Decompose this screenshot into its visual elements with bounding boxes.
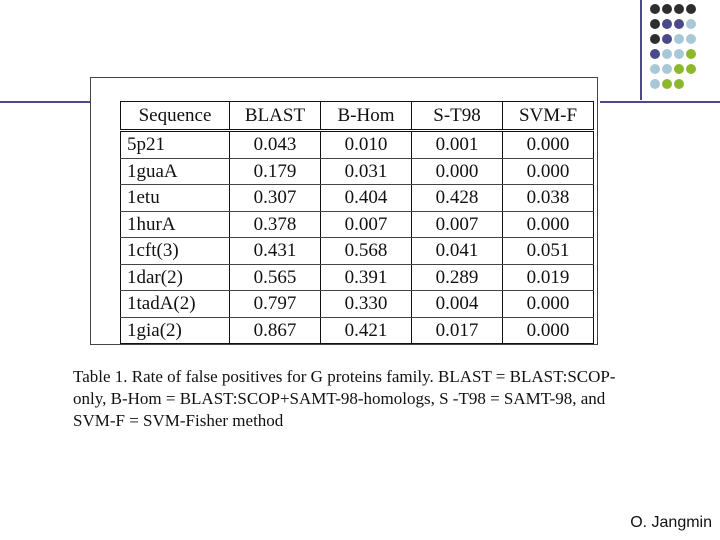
cell-value: 0.007 (411, 211, 503, 238)
cell-value: 0.000 (502, 158, 594, 185)
decor-dot (650, 4, 660, 14)
cell-value: 0.867 (229, 317, 321, 344)
table-header-row: Sequence BLAST B-Hom S-T98 SVM-F (120, 101, 594, 132)
decor-dot (674, 19, 684, 29)
cell-value: 0.378 (229, 211, 321, 238)
decor-dot (686, 4, 696, 14)
decor-horizontal-line-left (0, 101, 90, 103)
cell-value: 0.001 (411, 130, 503, 159)
cell-sequence: 1tadA(2) (120, 290, 230, 318)
cell-sequence: 1guaA (120, 158, 230, 185)
cell-value: 0.307 (229, 184, 321, 212)
cell-value: 0.041 (411, 237, 503, 265)
false-positive-table: Sequence BLAST B-Hom S-T98 SVM-F 5p21 0.0… (120, 101, 594, 344)
cell-value: 0.568 (320, 237, 412, 265)
cell-value: 0.007 (320, 211, 412, 238)
table-caption: Table 1. Rate of false positives for G p… (73, 367, 616, 430)
decor-dot (686, 64, 696, 74)
decor-dot (650, 79, 660, 89)
table-row: 1hurA 0.378 0.007 0.007 0.000 (120, 211, 594, 238)
cell-value: 0.000 (502, 211, 594, 238)
table-row: 5p21 0.043 0.010 0.001 0.000 (120, 130, 594, 159)
header-sequence: Sequence (120, 101, 230, 132)
decor-dot-grid (650, 4, 720, 100)
cell-value: 0.038 (502, 184, 594, 212)
cell-value: 0.404 (320, 184, 412, 212)
cell-value: 0.000 (502, 317, 594, 344)
cell-value: 0.391 (320, 264, 412, 291)
decor-dot (674, 64, 684, 74)
decor-dot (650, 49, 660, 59)
author-name: O. Jangmin (630, 514, 712, 531)
decor-dot (662, 34, 672, 44)
decor-dot (674, 79, 684, 89)
cell-value: 0.004 (411, 290, 503, 318)
cell-sequence: 1dar(2) (120, 264, 230, 291)
table-row: 1etu 0.307 0.404 0.428 0.038 (120, 184, 594, 212)
header-s-t98: S-T98 (411, 101, 503, 132)
cell-value: 0.421 (320, 317, 412, 344)
cell-value: 0.428 (411, 184, 503, 212)
decor-dot (686, 49, 696, 59)
cell-value: 0.179 (229, 158, 321, 185)
cell-sequence: 1cft(3) (120, 237, 230, 265)
header-blast: BLAST (229, 101, 321, 132)
cell-value: 0.330 (320, 290, 412, 318)
decor-dot (650, 34, 660, 44)
cell-value: 0.017 (411, 317, 503, 344)
cell-value: 0.289 (411, 264, 503, 291)
cell-sequence: 1gia(2) (120, 317, 230, 344)
cell-value: 0.043 (229, 130, 321, 159)
decor-dot (650, 19, 660, 29)
decor-dot (662, 64, 672, 74)
cell-sequence: 1etu (120, 184, 230, 212)
cell-value: 0.431 (229, 237, 321, 265)
decor-dot (674, 34, 684, 44)
cell-sequence: 1hurA (120, 211, 230, 238)
table-row: 1cft(3) 0.431 0.568 0.041 0.051 (120, 237, 594, 265)
cell-sequence: 5p21 (120, 130, 230, 159)
cell-value: 0.000 (502, 290, 594, 318)
decor-dot (662, 79, 672, 89)
decor-dot (674, 4, 684, 14)
decor-dot (662, 19, 672, 29)
cell-value: 0.010 (320, 130, 412, 159)
cell-value: 0.565 (229, 264, 321, 291)
decor-horizontal-line-right (600, 101, 720, 103)
cell-value: 0.019 (502, 264, 594, 291)
table-image-frame: Sequence BLAST B-Hom S-T98 SVM-F 5p21 0.0… (90, 77, 598, 345)
table-row: 1gia(2) 0.867 0.421 0.017 0.000 (120, 317, 594, 344)
decor-dot (662, 49, 672, 59)
cell-value: 0.797 (229, 290, 321, 318)
decor-dot (686, 19, 696, 29)
table-row: 1guaA 0.179 0.031 0.000 0.000 (120, 158, 594, 185)
cell-value: 0.000 (502, 130, 594, 159)
cell-value: 0.000 (411, 158, 503, 185)
header-b-hom: B-Hom (320, 101, 412, 132)
table-row: 1dar(2) 0.565 0.391 0.289 0.019 (120, 264, 594, 291)
decor-dot (674, 49, 684, 59)
decor-vertical-line (640, 0, 642, 100)
decor-dot (662, 4, 672, 14)
cell-value: 0.051 (502, 237, 594, 265)
header-svm-f: SVM-F (502, 101, 594, 132)
cell-value: 0.031 (320, 158, 412, 185)
decor-dot (650, 64, 660, 74)
decor-dot (686, 34, 696, 44)
table-row: 1tadA(2) 0.797 0.330 0.004 0.000 (120, 290, 594, 318)
